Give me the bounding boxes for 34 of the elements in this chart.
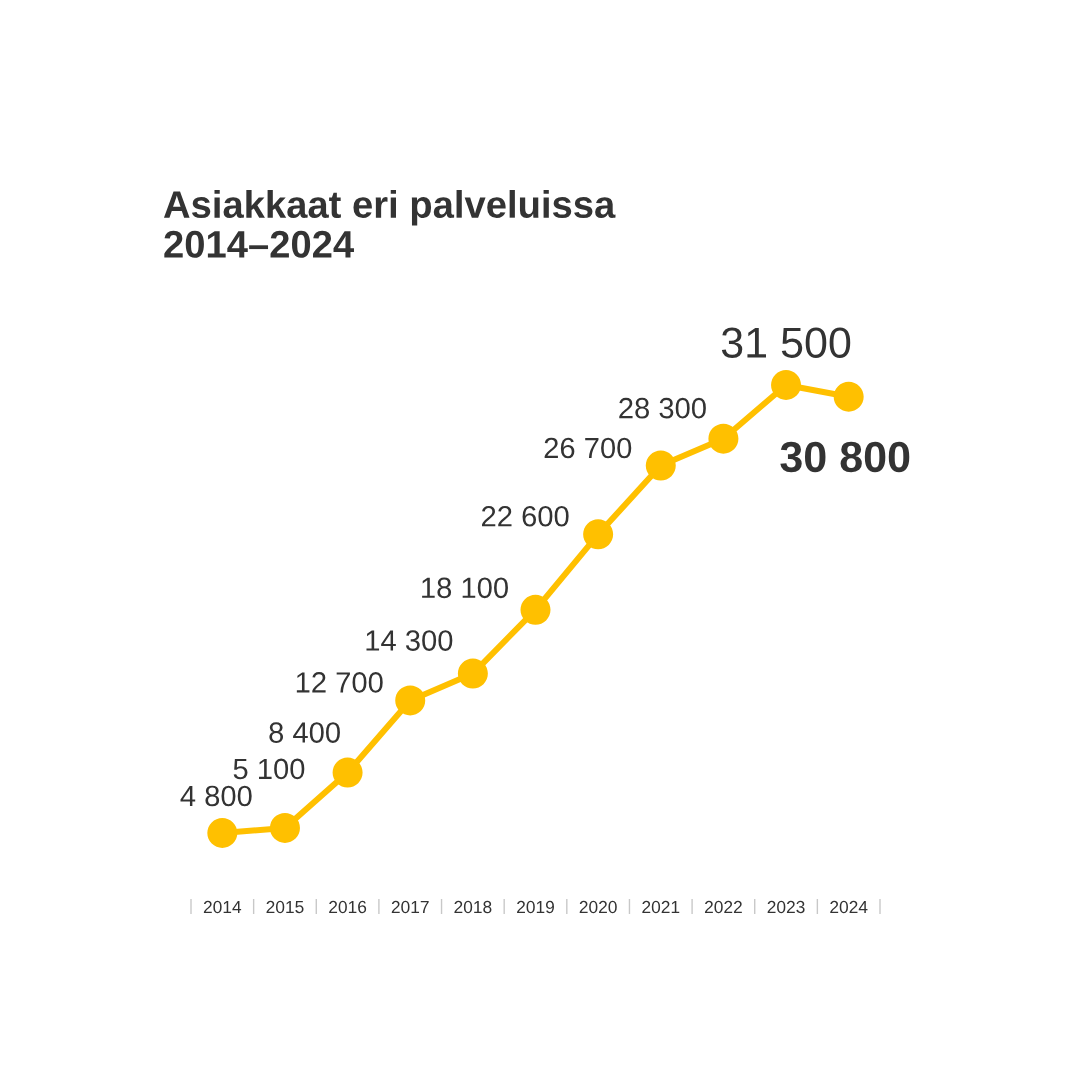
x-tick-label: 2017 [391, 900, 429, 914]
x-tick-label: 2023 [767, 900, 805, 914]
x-tick-label: 2024 [830, 900, 868, 914]
point [395, 685, 426, 716]
point [457, 658, 488, 689]
data-label: 14 300 [366, 630, 453, 651]
point [771, 370, 802, 400]
point [583, 519, 614, 550]
point [269, 812, 300, 843]
point [520, 594, 551, 625]
x-tick-label: 2015 [266, 900, 304, 914]
x-tick-label: 2019 [517, 900, 554, 914]
x-tick-label: 2021 [642, 900, 680, 914]
x-tick-label: 2016 [329, 900, 367, 914]
data-label: 8 400 [269, 722, 340, 743]
point [207, 818, 238, 848]
data-label: 18 100 [422, 577, 508, 599]
point [332, 757, 363, 788]
point [708, 423, 739, 454]
chart-title: Asiakkaat eri palveluissa 2014–2024 [163, 190, 616, 258]
x-tick-label: 2018 [454, 900, 492, 914]
point [645, 450, 676, 481]
data-label: 30 800 [780, 441, 910, 473]
data-label: 22 600 [482, 505, 569, 527]
data-label: 31 500 [721, 327, 851, 358]
x-tick-label: 2014 [203, 900, 242, 914]
data-label: 12 700 [296, 672, 383, 693]
data-label: 26 700 [544, 437, 632, 459]
point [833, 381, 864, 412]
data-label: 28 300 [619, 397, 706, 419]
data-label: 5 100 [233, 758, 305, 780]
x-tick-label: 2022 [704, 900, 742, 914]
data-label: 4 800 [180, 785, 252, 807]
x-tick-label: 2020 [579, 900, 617, 914]
